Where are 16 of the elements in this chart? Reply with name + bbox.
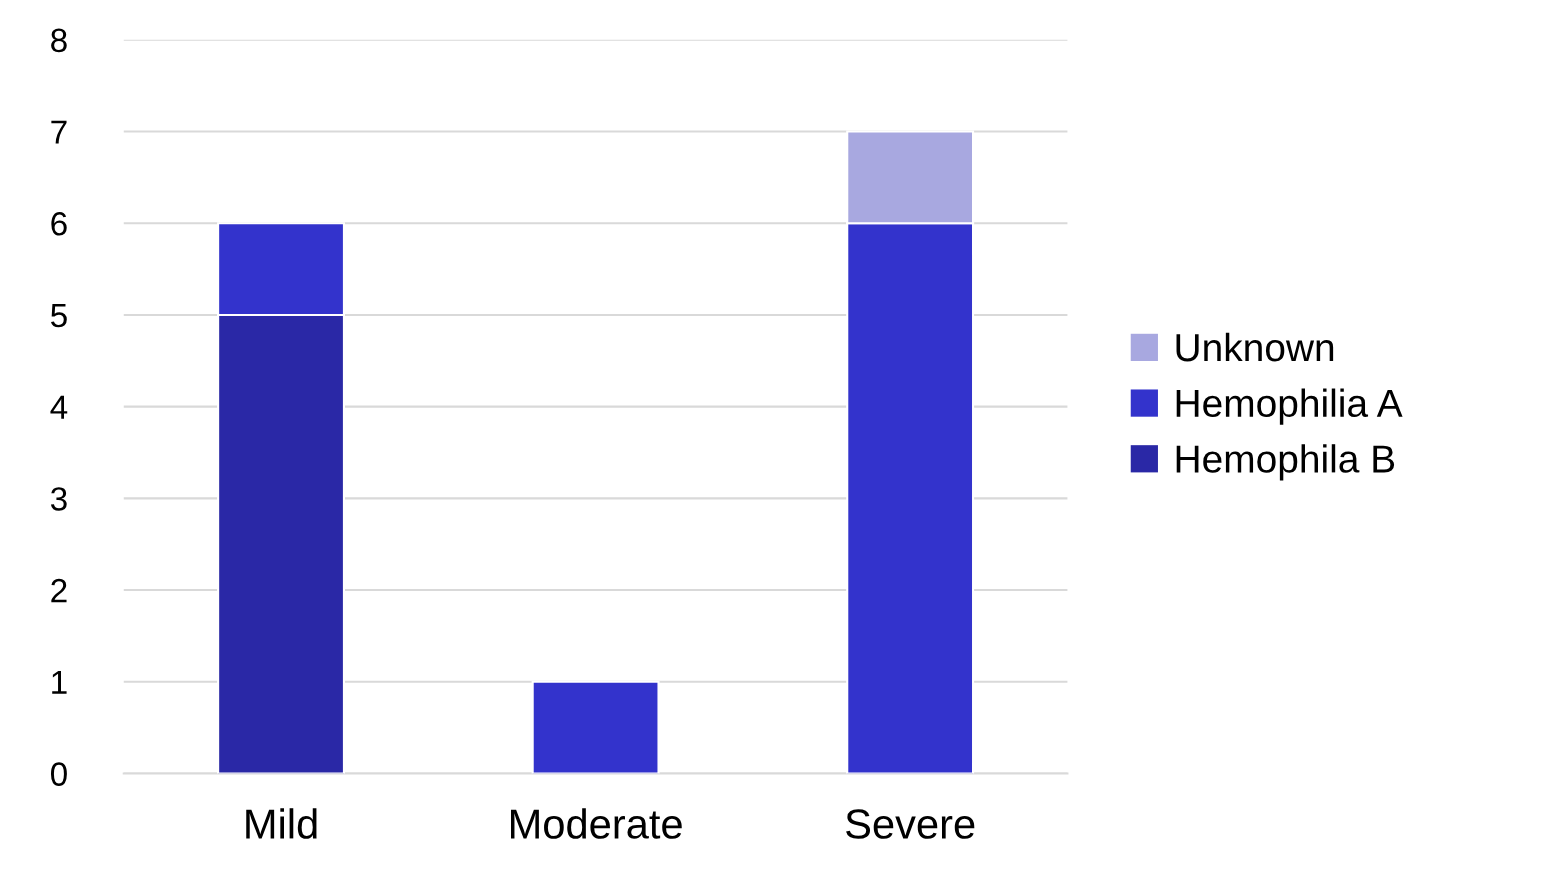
legend-label: Hemophila B bbox=[1176, 444, 1395, 481]
y-tick-label: 4 bbox=[50, 395, 68, 419]
y-tick-label: 8 bbox=[51, 28, 67, 53]
x-tick-label: Mild bbox=[246, 808, 317, 839]
y-tick-label: 6 bbox=[51, 212, 67, 236]
bar bbox=[531, 680, 660, 774]
legend-label: Hemophilia A bbox=[1176, 388, 1403, 425]
x-tick-label: Moderate bbox=[511, 808, 682, 839]
y-tick-label: 0 bbox=[50, 762, 67, 786]
y-tick-label: 7 bbox=[51, 120, 67, 144]
y-tick-label: 5 bbox=[51, 304, 67, 328]
legend-label: Unknown bbox=[1176, 332, 1334, 362]
y-tick-label: 1 bbox=[52, 670, 67, 694]
y-tick-label: 2 bbox=[51, 578, 67, 603]
y-tick-label: 3 bbox=[50, 487, 67, 511]
x-tick-label: Severe bbox=[846, 809, 975, 839]
